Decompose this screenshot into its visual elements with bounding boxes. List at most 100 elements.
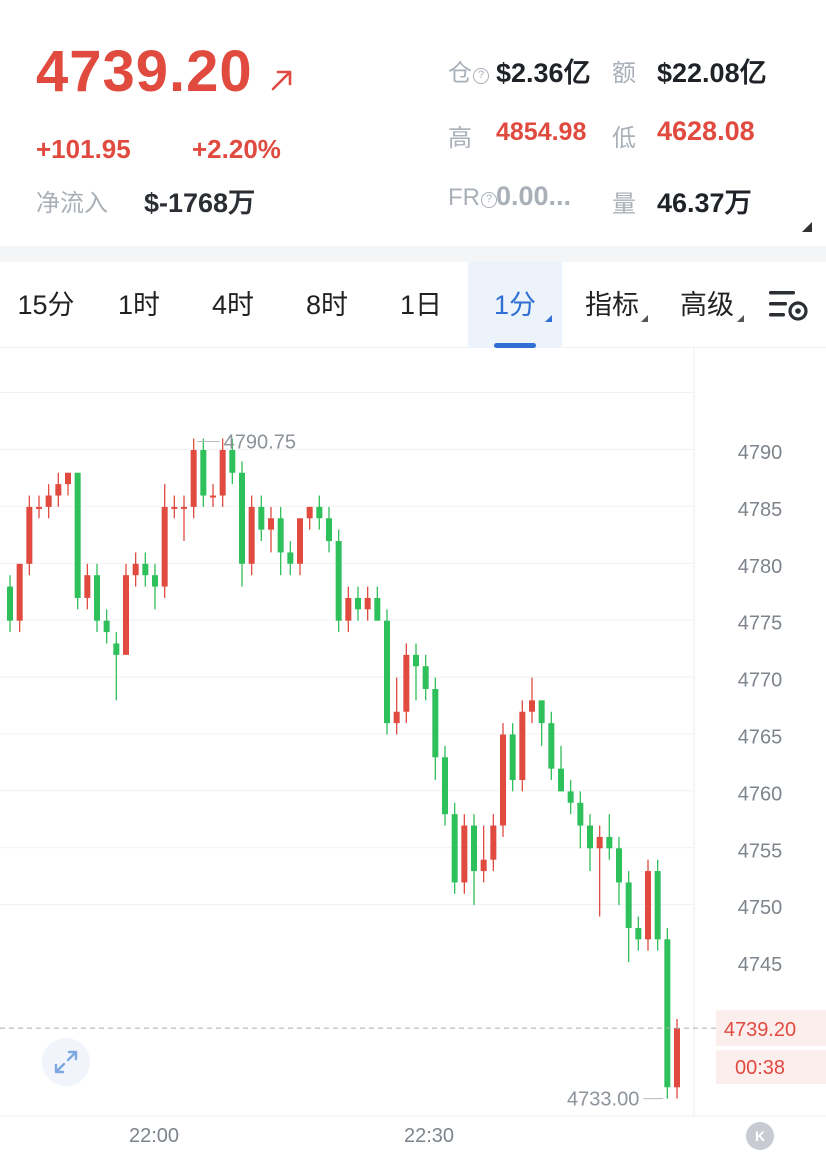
candle-body	[123, 575, 129, 655]
tab-indicators[interactable]: 指标	[566, 262, 658, 348]
arrow-up-right-icon	[271, 70, 292, 91]
candle-body	[297, 518, 303, 564]
tab-8h[interactable]: 8时	[305, 290, 349, 320]
tab-1h[interactable]: 1时	[117, 290, 161, 320]
candle-body	[355, 597, 361, 610]
candle-body	[664, 939, 671, 1088]
candle-body	[364, 597, 371, 610]
grid-lines: 4790 4785 4780 4775 4770 4765 4760 4755 4750 4745	[0, 348, 826, 1117]
ticker-header: 4739.20 +101.95 +2.20% 净流入 $-1768万 仓? $2…	[0, 0, 826, 246]
candle-body	[65, 472, 71, 485]
candle-body	[142, 563, 149, 576]
candle-body	[161, 506, 168, 587]
candle-body	[529, 700, 535, 712]
x-tick-label: 22:00	[129, 1125, 179, 1147]
candle-body	[384, 620, 390, 724]
candle-body	[471, 825, 477, 872]
k-icon[interactable]: K	[746, 1122, 774, 1150]
tab-advanced-label: 高级	[680, 290, 734, 320]
funding-rate-value: 0.00...	[496, 181, 572, 211]
candle-body	[74, 472, 81, 598]
tab-advanced[interactable]: 高级	[660, 262, 754, 348]
candle-body	[577, 802, 584, 826]
tab-indicators-label: 指标	[585, 290, 639, 320]
candle-body	[239, 472, 245, 564]
candle-body	[210, 495, 216, 498]
candle-body	[219, 450, 226, 496]
candle-body	[548, 723, 555, 769]
turnover-label: 额	[612, 60, 636, 87]
countdown-tag-bg	[716, 1050, 826, 1085]
max-marker-label: 4790.75	[224, 431, 296, 453]
candle-body	[26, 506, 33, 564]
candle-body	[132, 563, 139, 576]
y-tick-label: 4780	[738, 556, 783, 578]
candle-body	[113, 643, 120, 655]
tab-1m[interactable]: 1分	[468, 262, 562, 348]
candle-body	[567, 791, 574, 803]
volume-label: 量	[612, 191, 636, 218]
candles	[7, 438, 680, 1099]
countdown-tag: 00:38	[735, 1057, 785, 1079]
candle-body	[287, 552, 294, 564]
y-tick-label: 4750	[738, 897, 783, 919]
netflow-label: 净流入	[36, 190, 108, 217]
open-interest-label: 仓?	[448, 53, 489, 88]
candle-body	[413, 654, 419, 667]
candle-body	[490, 825, 497, 860]
tab-4h[interactable]: 4时	[211, 290, 255, 320]
funding-rate-label: FR?	[448, 184, 497, 212]
candle-body	[393, 711, 400, 724]
candle-body	[306, 506, 313, 519]
candle-body	[268, 518, 274, 530]
high-label: 高	[448, 125, 472, 152]
help-icon[interactable]: ?	[481, 192, 497, 208]
y-tick-label: 4770	[738, 670, 783, 692]
interval-tabs: 15分 1时 4时 8时 1日 1分 指标 高级	[0, 262, 826, 348]
chart-settings-icon[interactable]	[766, 286, 810, 326]
candle-body	[335, 541, 342, 621]
last-price: 4739.20	[36, 39, 253, 104]
x-tick-label: 22:30	[404, 1125, 454, 1147]
low-label: 低	[612, 125, 636, 152]
tab-1d[interactable]: 1日	[399, 290, 443, 320]
y-tick-label: 4745	[738, 954, 783, 976]
change-percent: +2.20%	[192, 134, 281, 164]
candle-body	[587, 825, 593, 849]
candle-body	[432, 688, 439, 758]
candle-body	[645, 871, 651, 940]
chart-canvas[interactable]: 4790 4785 4780 4775 4770 4765 4760 4755 4750 4745…	[0, 348, 826, 1152]
last-price-tag: 4739.20	[724, 1019, 796, 1041]
candle-body	[606, 836, 613, 849]
min-marker-label: 4733.00	[567, 1089, 639, 1111]
expand-icon	[54, 1050, 78, 1074]
candle-body	[500, 734, 506, 826]
candle-body	[654, 871, 661, 940]
candle-body	[442, 757, 448, 815]
y-tick-label: 4755	[738, 840, 783, 862]
candle-body	[596, 836, 603, 849]
tab-15m[interactable]: 15分	[17, 290, 75, 320]
dropdown-triangle-icon	[641, 315, 648, 322]
candle-body	[519, 711, 526, 781]
change-absolute: +101.95	[36, 134, 131, 164]
expand-header-triangle-icon[interactable]	[802, 222, 812, 232]
candle-body	[635, 927, 642, 940]
candle-body	[190, 450, 197, 507]
candle-body	[258, 506, 265, 530]
candle-body	[55, 484, 62, 496]
candle-body	[229, 450, 236, 473]
candle-body	[171, 506, 178, 509]
dropdown-triangle-icon	[737, 315, 744, 322]
candlestick-chart[interactable]: 4790 4785 4780 4775 4770 4765 4760 4755 4750 4745…	[0, 348, 826, 1152]
candle-body	[625, 882, 632, 928]
candle-body	[103, 620, 110, 633]
tab-1m-label: 1分	[493, 290, 537, 320]
fullscreen-button[interactable]	[42, 1038, 90, 1086]
candle-body	[403, 654, 410, 712]
help-icon[interactable]: ?	[473, 68, 489, 84]
section-divider	[0, 246, 826, 262]
y-tick-label: 4785	[738, 499, 783, 521]
y-tick-label: 4765	[738, 727, 783, 749]
y-tick-label: 4775	[738, 613, 783, 635]
